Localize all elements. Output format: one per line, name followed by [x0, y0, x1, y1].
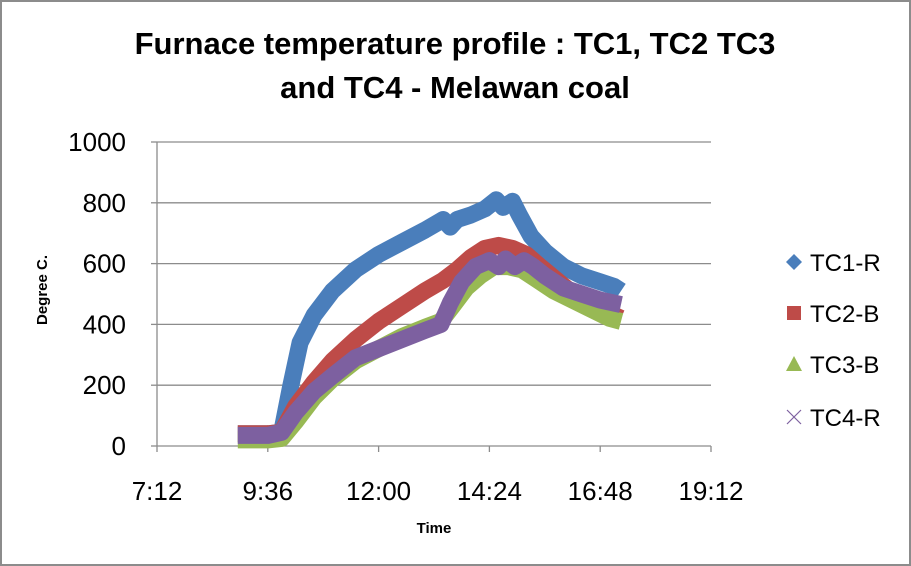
title-line-2: and TC4 - Melawan coal — [280, 70, 630, 105]
legend-item-tc2-b: TC2-B — [787, 301, 879, 328]
chart-title: Furnace temperature profile : TC1, TC2 T… — [135, 26, 776, 105]
title-line-1: Furnace temperature profile : TC1, TC2 T… — [135, 26, 776, 61]
y-tick-label: 800 — [83, 188, 126, 218]
triangle-icon — [786, 356, 802, 371]
x-icon — [786, 409, 802, 425]
diamond-icon — [786, 254, 802, 270]
x-tick-label: 14:24 — [457, 476, 522, 506]
legend: TC1-R TC2-B TC3-B TC4-R — [786, 250, 881, 432]
y-tick-label: 200 — [83, 370, 126, 400]
legend-item-tc1-r: TC1-R — [786, 250, 881, 277]
x-tick-label: 9:36 — [242, 476, 293, 506]
gridlines — [157, 141, 711, 386]
series-line-tc4-r — [237, 250, 623, 444]
legend-label: TC3-B — [810, 352, 879, 379]
y-tick-labels: 0 200 400 600 800 1000 — [68, 127, 126, 461]
y-tick-label: 1000 — [68, 127, 126, 157]
y-tick-label: 0 — [112, 431, 126, 461]
square-icon — [787, 306, 801, 320]
x-tick-labels: 7:12 9:36 12:00 14:24 16:48 19:12 — [132, 476, 744, 506]
series-line-tc1-r — [237, 191, 626, 443]
legend-label: TC4-R — [810, 405, 881, 432]
y-axis-label: Degree C. — [34, 255, 51, 325]
legend-item-tc3-b: TC3-B — [786, 352, 879, 379]
legend-label: TC1-R — [810, 250, 881, 277]
x-tick-label: 7:12 — [132, 476, 183, 506]
legend-label: TC2-B — [810, 301, 879, 328]
x-tick-label: 12:00 — [346, 476, 411, 506]
series-group — [237, 191, 626, 449]
x-axis-label: Time — [417, 520, 452, 537]
legend-item-tc4-r: TC4-R — [786, 405, 881, 432]
x-tick-label: 16:48 — [568, 476, 633, 506]
y-tick-label: 600 — [83, 249, 126, 279]
x-tick-label: 19:12 — [678, 476, 743, 506]
y-tick-label: 400 — [83, 309, 126, 339]
